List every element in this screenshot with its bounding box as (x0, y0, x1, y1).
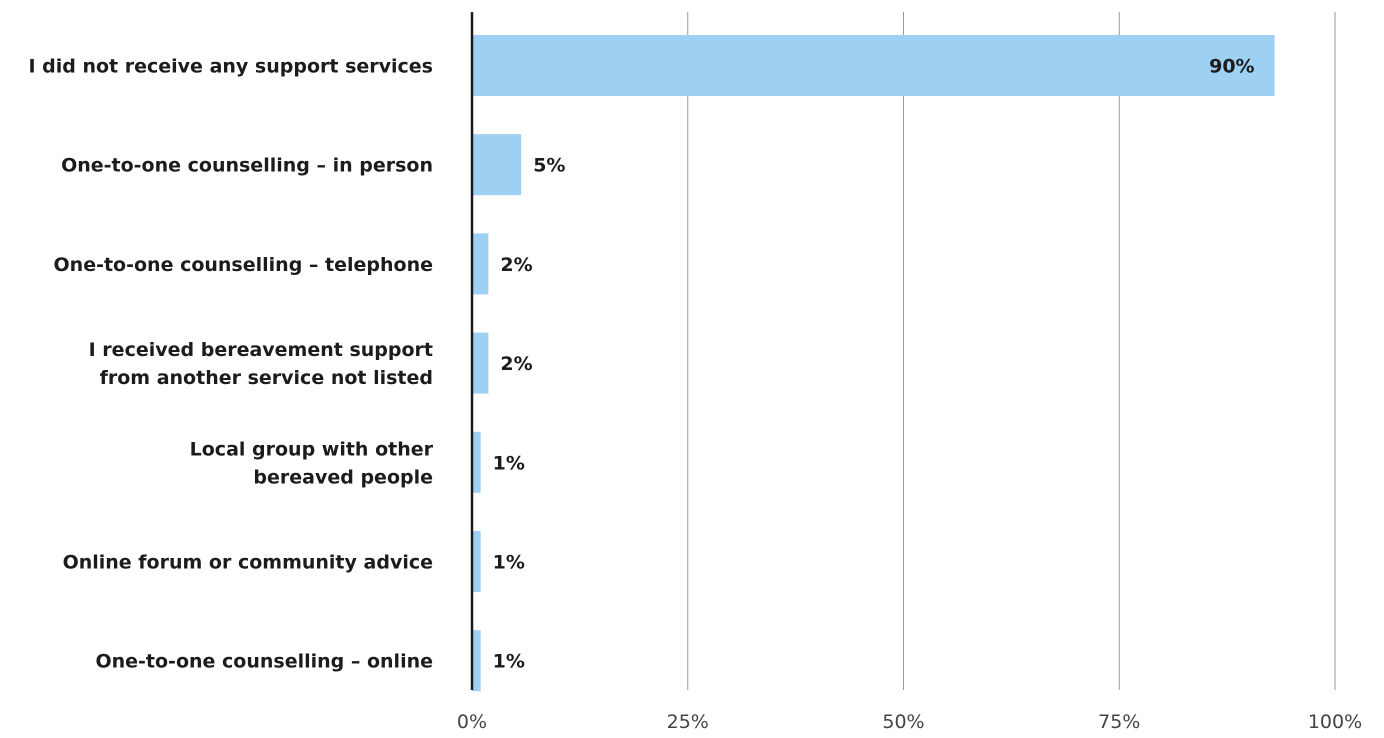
category-label-line: I did not receive any support services (28, 56, 433, 78)
bar-3 (472, 332, 489, 394)
category-label-line: Local group with other (190, 438, 434, 460)
category-label-4: Local group with other bereaved people (190, 438, 434, 488)
category-label-5: Online forum or community advice (63, 552, 433, 574)
bar-4 (472, 431, 481, 493)
value-label-0: 90% (1209, 56, 1254, 78)
category-label-0: I did not receive any support services (28, 56, 433, 78)
category-label-2: One-to-one counselling – telephone (54, 254, 433, 276)
bars (472, 35, 1275, 692)
category-label-1: One-to-one counselling – in person (61, 155, 433, 177)
bar-2 (472, 233, 489, 295)
category-label-3: I received bereavement support from anoth… (89, 339, 433, 389)
bar-1 (472, 134, 522, 196)
x-tick-labels: 0% 25% 50% 75% 100% (457, 711, 1362, 733)
x-tick-label-100: 100% (1308, 711, 1362, 733)
category-label-line: bereaved people (253, 466, 433, 488)
value-label-6: 1% (493, 651, 525, 673)
x-tick-label-50: 50% (882, 711, 924, 733)
category-label-6: One-to-one counselling – online (95, 651, 433, 673)
grid-lines (687, 12, 1336, 690)
x-tick-label-25: 25% (667, 711, 709, 733)
value-label-4: 1% (493, 452, 525, 474)
value-label-2: 2% (500, 254, 532, 276)
x-tick-label-75: 75% (1098, 711, 1140, 733)
category-label-line: One-to-one counselling – telephone (54, 254, 433, 276)
value-label-1: 5% (533, 155, 565, 177)
bar-5 (472, 531, 481, 592)
category-labels: I did not receive any support services On… (28, 56, 433, 673)
value-labels: 90% 5% 2% 2% 1% 1% 1% (493, 56, 1255, 673)
category-label-line: One-to-one counselling – in person (61, 155, 433, 177)
category-label-line: I received bereavement support (89, 339, 433, 361)
category-label-line: from another service not listed (100, 367, 433, 389)
value-label-5: 1% (493, 552, 525, 574)
bar-0 (472, 35, 1275, 96)
value-label-3: 2% (500, 353, 532, 375)
category-label-line: One-to-one counselling – online (95, 651, 433, 673)
x-tick-label-0: 0% (457, 711, 487, 733)
category-label-line: Online forum or community advice (63, 552, 433, 574)
bar-6 (472, 630, 481, 692)
